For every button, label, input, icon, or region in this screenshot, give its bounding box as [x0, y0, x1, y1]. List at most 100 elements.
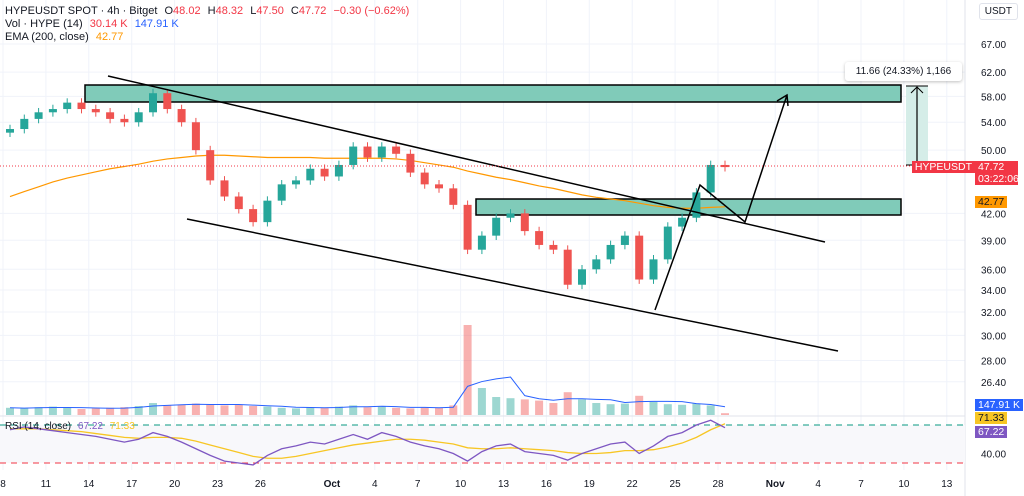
volume-bar — [721, 413, 729, 415]
close-value: 47.72 — [298, 5, 327, 17]
volume-bar — [120, 407, 129, 415]
volume-bar — [635, 395, 644, 415]
candle — [435, 184, 443, 189]
bar-countdown: 03:22:06 — [978, 173, 1019, 185]
currency-button[interactable]: USDT — [978, 3, 1018, 20]
support-zone[interactable] — [475, 198, 902, 216]
volume-bar — [535, 400, 544, 415]
arrow-head-icon — [776, 93, 789, 107]
volume-bar — [306, 407, 315, 415]
open-label: O — [164, 5, 174, 17]
candle — [463, 204, 472, 250]
rsi-line — [9, 419, 726, 466]
time-tick: 19 — [584, 479, 596, 490]
candle — [592, 259, 601, 270]
candle — [249, 209, 258, 223]
volume-bar — [492, 397, 501, 415]
volume-bar — [163, 405, 172, 415]
candle — [377, 146, 386, 158]
channel-upper-line[interactable] — [107, 75, 826, 243]
volume-bar — [234, 404, 243, 415]
candle — [506, 213, 515, 218]
volume-bar — [692, 403, 701, 415]
volume-bar — [520, 399, 529, 415]
time-tick: Nov — [766, 479, 785, 490]
time-tick: 26 — [255, 479, 267, 490]
candle — [177, 109, 186, 123]
price-tick: 58.00 — [981, 92, 1006, 103]
candle — [77, 102, 86, 110]
resistance-zone[interactable] — [84, 84, 902, 103]
volume-bar — [477, 388, 486, 415]
volume-bar — [263, 406, 272, 415]
volume-bar — [563, 392, 572, 415]
time-tick: 10 — [455, 479, 467, 490]
price-tick: 32.00 — [981, 308, 1006, 319]
volume-bar — [592, 403, 601, 415]
candle — [635, 235, 644, 280]
volume-bar — [649, 401, 658, 415]
volume-bar — [149, 403, 157, 415]
volume-bar — [48, 406, 57, 415]
ema-200-line — [9, 154, 726, 209]
high-value: 48.32 — [215, 5, 244, 17]
volume-bar — [320, 407, 329, 415]
volume-bar — [406, 408, 415, 415]
close-label: C — [290, 5, 299, 17]
candle — [563, 249, 572, 285]
low-value: 47.50 — [256, 5, 284, 17]
drawings[interactable] — [84, 84, 902, 216]
volume-bar — [620, 403, 629, 415]
volume-bar — [63, 407, 72, 415]
price-tick: 26.40 — [981, 378, 1006, 389]
candle — [320, 168, 329, 177]
candle — [20, 118, 29, 130]
volume-bar — [220, 405, 229, 415]
symbol-price-tag: HYPEUSDT — [911, 161, 975, 173]
volume-bar — [549, 403, 558, 415]
candle — [392, 146, 401, 154]
candle — [549, 244, 558, 250]
volume-bar — [249, 406, 258, 415]
volume-bar — [206, 404, 215, 415]
candle — [6, 129, 14, 133]
measure-arrow-icon — [910, 86, 924, 94]
rsi-tag: 67.22 — [975, 426, 1008, 438]
rsi-band — [0, 425, 965, 463]
time-tick: 28 — [712, 479, 724, 490]
volume-bar — [349, 405, 358, 415]
candle — [34, 112, 43, 119]
volume-ma-line — [9, 376, 726, 409]
candle — [120, 118, 129, 123]
rsi-legend: RSI (14, close) 67.22 71.33 — [5, 421, 139, 432]
low-label: L — [250, 5, 257, 17]
candle — [692, 192, 701, 218]
candle — [449, 188, 458, 205]
axis-labels: 67.00 62.00 58.00 54.00 50.00 42.00 39.00 36.00… — [0, 40, 1006, 490]
candle — [520, 213, 529, 232]
time-tick: 11 — [41, 479, 52, 490]
projection-path[interactable] — [654, 94, 788, 311]
candle — [334, 164, 343, 177]
trendlines[interactable] — [0, 75, 965, 352]
candle — [406, 153, 415, 173]
channel-lower-line[interactable] — [186, 218, 839, 352]
candle — [578, 269, 586, 285]
volume-label: Vol · HYPE (14) — [5, 18, 83, 30]
candle — [649, 259, 658, 280]
volume-bar — [678, 404, 687, 415]
ema-legend: EMA (200, close) 42.77 — [5, 31, 127, 43]
time-tick: 8 — [0, 479, 6, 490]
time-tick: 25 — [670, 479, 682, 490]
candle — [263, 200, 272, 223]
candles — [6, 88, 729, 290]
price-tick: 36.00 — [981, 265, 1006, 276]
volume-ma-value: 147.91 K — [134, 18, 179, 30]
high-label: H — [207, 5, 216, 17]
volume-bar — [578, 399, 586, 415]
volume-bar — [334, 406, 343, 415]
time-tick: 16 — [541, 479, 553, 490]
volume-bar — [506, 398, 515, 415]
volume-bar — [177, 404, 186, 415]
